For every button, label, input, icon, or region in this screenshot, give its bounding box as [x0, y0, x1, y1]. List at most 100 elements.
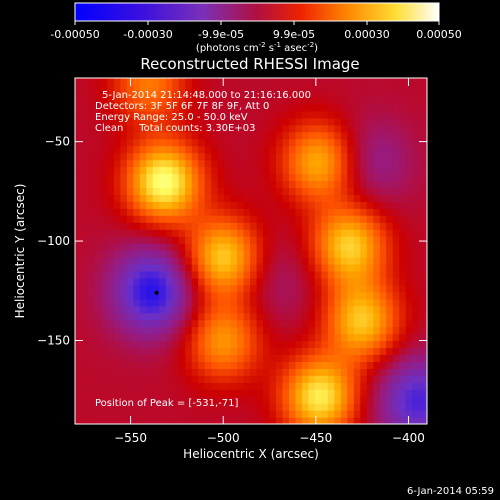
heatmap-cell	[308, 312, 316, 321]
heatmap-cell	[94, 340, 102, 349]
heatmap-cell	[126, 131, 134, 140]
heatmap-cell	[314, 173, 322, 181]
heatmap-cell	[282, 333, 290, 342]
heatmap-cell	[152, 180, 160, 188]
heatmap-cell	[107, 166, 115, 175]
heatmap-cell	[250, 319, 258, 328]
heatmap-cell	[366, 187, 374, 195]
heatmap-cell	[347, 187, 355, 195]
heatmap-cell	[159, 270, 167, 279]
heatmap-cell	[314, 368, 322, 376]
heatmap-cell	[113, 396, 121, 404]
heatmap-cell	[308, 138, 316, 147]
heatmap-cell	[282, 215, 290, 223]
heatmap-cell	[88, 78, 96, 84]
heatmap-cell	[139, 180, 147, 188]
heatmap-cell	[334, 236, 342, 244]
heatmap-cell	[327, 89, 335, 98]
heatmap-cell	[185, 208, 193, 216]
heatmap-cell	[126, 298, 134, 307]
heatmap-cell	[159, 354, 167, 362]
heatmap-cell	[386, 257, 394, 265]
plot-frame	[74, 77, 428, 425]
heatmap-cell	[113, 305, 121, 314]
heatmap-cell	[314, 138, 322, 147]
heatmap-cell	[412, 215, 420, 223]
heatmap-cell	[146, 410, 154, 418]
heatmap-cell	[340, 180, 348, 188]
heatmap-cell	[379, 180, 387, 188]
heatmap-cell	[224, 103, 232, 112]
heatmap-cell	[230, 159, 238, 168]
heatmap-cell	[120, 403, 128, 411]
heatmap-cell	[321, 96, 329, 105]
heatmap-cell	[289, 319, 297, 328]
heatmap-cell	[172, 152, 180, 161]
heatmap-cell	[159, 110, 167, 119]
heatmap-cell	[282, 263, 290, 272]
heatmap-cell	[113, 145, 121, 154]
heatmap-cell	[360, 347, 368, 355]
heatmap-cell	[353, 347, 361, 355]
heatmap-cell	[405, 103, 413, 112]
heatmap-cell	[340, 277, 348, 286]
heatmap-cell	[289, 159, 297, 168]
heatmap-cell	[347, 277, 355, 286]
heatmap-cell	[399, 375, 407, 383]
heatmap-cell	[250, 83, 258, 91]
heatmap-cell	[353, 89, 361, 98]
heatmap-cell	[308, 354, 316, 362]
heatmap-cell	[276, 270, 284, 279]
heatmap-cell	[321, 284, 329, 293]
heatmap-cell	[113, 389, 121, 397]
heatmap-cell	[386, 89, 394, 98]
heatmap-cell	[165, 417, 173, 424]
heatmap-cell	[256, 152, 264, 161]
heatmap-cell	[75, 368, 83, 376]
heatmap-cell	[159, 396, 167, 404]
heatmap-cell	[120, 78, 128, 84]
heatmap-cell	[360, 145, 368, 154]
heatmap-cell	[405, 333, 413, 342]
heatmap-cell	[392, 326, 400, 335]
heatmap-cell	[133, 368, 141, 376]
heatmap-cell	[392, 152, 400, 161]
heatmap-cell	[237, 236, 245, 244]
heatmap-cell	[360, 257, 368, 265]
heatmap-cell	[425, 250, 427, 258]
heatmap-cell	[340, 417, 348, 424]
heatmap-cell	[418, 340, 426, 349]
heatmap-cell	[399, 236, 407, 244]
heatmap-cell	[269, 375, 277, 383]
heatmap-cell	[386, 382, 394, 390]
heatmap-cell	[399, 417, 407, 424]
heatmap-cell	[204, 354, 212, 362]
heatmap-cell	[282, 410, 290, 418]
heatmap-cell	[425, 173, 427, 181]
heatmap-cell	[237, 389, 245, 397]
heatmap-cell	[256, 194, 264, 202]
heatmap-cell	[191, 410, 199, 418]
heatmap-cell	[379, 187, 387, 195]
heatmap-cell	[185, 312, 193, 321]
heatmap-cell	[230, 396, 238, 404]
heatmap-cell	[392, 396, 400, 404]
heatmap-cell	[418, 159, 426, 168]
heatmap-cell	[224, 166, 232, 175]
heatmap-cell	[347, 263, 355, 272]
heatmap-cell	[75, 138, 83, 147]
heatmap-cell	[191, 103, 199, 112]
heatmap-cell	[126, 173, 134, 181]
heatmap-cell	[269, 243, 277, 251]
heatmap-cell	[399, 284, 407, 293]
heatmap-cell	[399, 340, 407, 349]
heatmap-cell	[165, 96, 173, 105]
heatmap-cell	[263, 78, 271, 84]
heatmap-cell	[224, 361, 232, 369]
heatmap-cell	[217, 270, 225, 279]
heatmap-cell	[172, 229, 180, 237]
heatmap-cell	[301, 208, 309, 216]
heatmap-cell	[256, 145, 264, 154]
heatmap-cell	[94, 201, 102, 209]
